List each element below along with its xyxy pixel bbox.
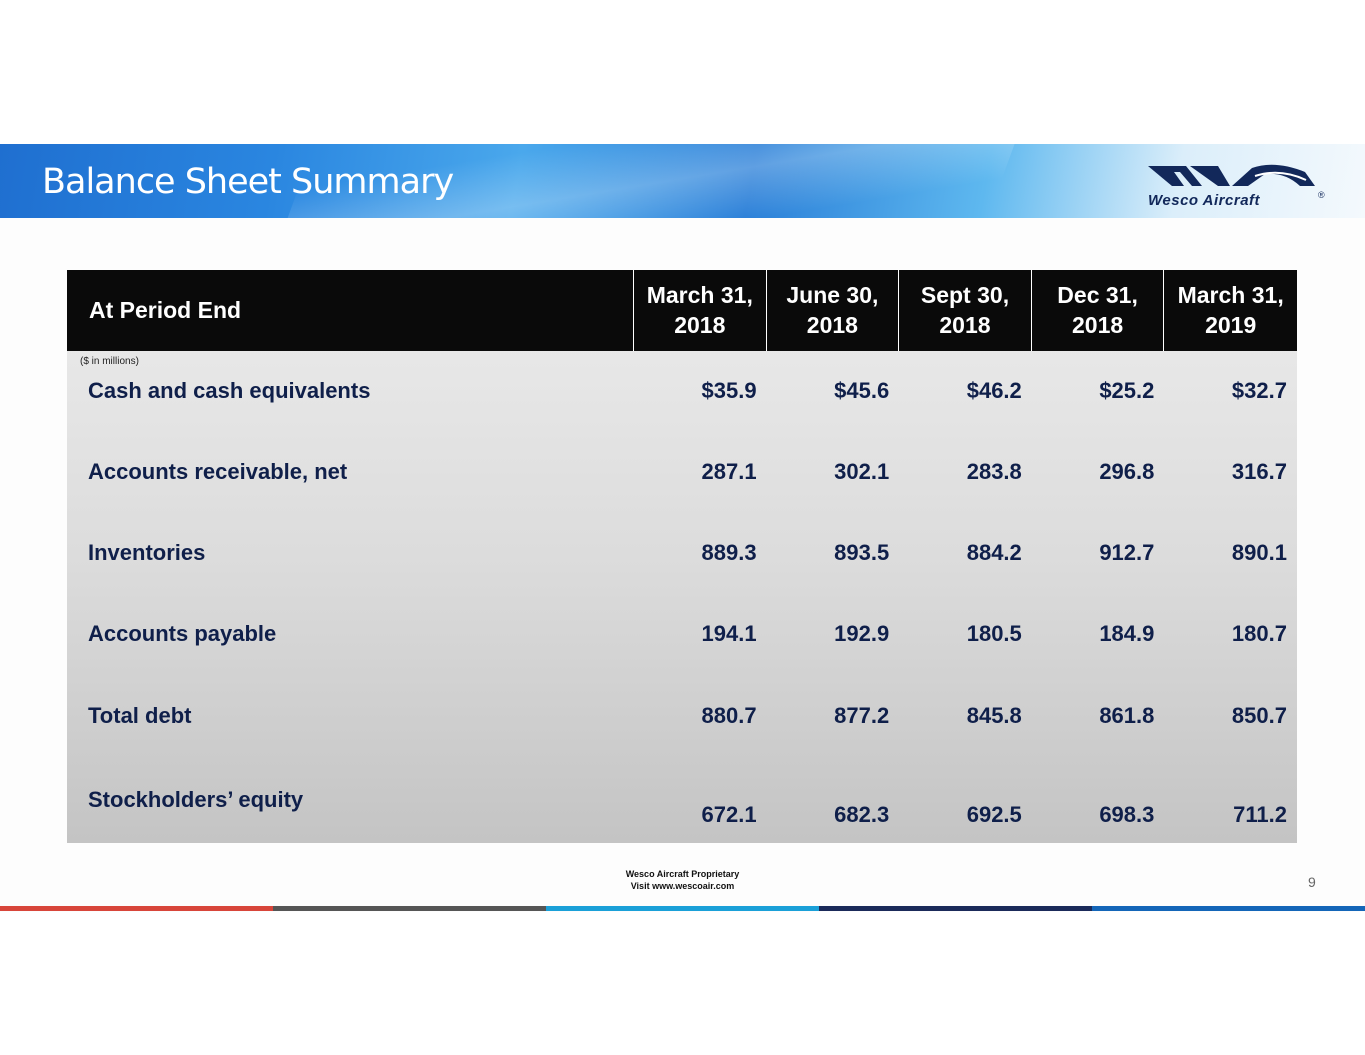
- corner-label: At Period End: [67, 270, 634, 351]
- cell-value: 890.1: [1231, 540, 1287, 565]
- column-header-line2: 2018: [1071, 312, 1124, 338]
- column-header: June 30, 2018: [766, 270, 900, 351]
- page-title: Balance Sheet Summary: [42, 162, 454, 202]
- cell-value: 893.5: [834, 540, 890, 565]
- row-label: Cash and cash equivalents: [88, 378, 371, 403]
- row-label: Accounts receivable, net: [88, 459, 348, 484]
- table-row: Total debt 880.7 877.2 845.8 861.8 850.7: [67, 703, 1297, 733]
- cell-value: 912.7: [1099, 540, 1155, 565]
- table-row: Cash and cash equivalents $35.9 $45.6 $4…: [67, 378, 1297, 408]
- cell-value: $32.7: [1231, 378, 1287, 403]
- cell-value: 283.8: [966, 459, 1022, 484]
- bar-segment: [273, 906, 546, 911]
- registered-mark: ®: [1318, 190, 1325, 200]
- cell-value: 184.9: [1099, 621, 1155, 646]
- cell-value: 698.3: [1099, 802, 1155, 827]
- balance-sheet-table: At Period End March 31, 2018 June 30, 20…: [67, 270, 1297, 843]
- row-label-text: Stockholders’ equity: [88, 787, 304, 812]
- column-header: Dec 31, 2018: [1031, 270, 1165, 351]
- footer-color-bar: [0, 906, 1365, 911]
- row-label: Inventories: [88, 540, 206, 565]
- cell-value: $46.2: [966, 378, 1022, 403]
- column-header-line1: Dec 31,: [1057, 282, 1138, 308]
- cell-value: 884.2: [966, 540, 1022, 565]
- page-number: 9: [1308, 874, 1316, 890]
- cell-value: 889.3: [701, 540, 757, 565]
- cell-value: 296.8: [1099, 459, 1155, 484]
- column-header: Sept 30, 2018: [899, 270, 1032, 351]
- table-row: Inventories 889.3 893.5 884.2 912.7 890.…: [67, 540, 1297, 570]
- cell-value: 194.1: [701, 621, 757, 646]
- column-header-line2: 2018: [674, 312, 726, 338]
- cell-value: 861.8: [1099, 703, 1155, 728]
- cell-value: 192.9: [834, 621, 890, 646]
- cell-value: 302.1: [834, 459, 890, 484]
- logo-text: Wesco Aircraft: [1148, 192, 1261, 209]
- column-header: March 31, 2018: [634, 270, 767, 351]
- table-row: Stockholders’ equity 672.1 682.3 692.5 6…: [67, 787, 1297, 832]
- cell-value: 672.1: [701, 802, 757, 827]
- cell-value: 682.3: [834, 802, 890, 827]
- cell-value: $45.6: [834, 378, 890, 403]
- row-label: Total debt: [88, 703, 192, 728]
- cell-value: 880.7: [701, 703, 757, 728]
- cell-value: 287.1: [701, 459, 757, 484]
- wesco-aircraft-logo: Wesco Aircraft ®: [1140, 162, 1330, 210]
- table-header: At Period End March 31, 2018 June 30, 20…: [67, 270, 1297, 351]
- row-label: Stockholders’ equity: [67, 787, 634, 828]
- cell-value: 877.2: [834, 703, 890, 728]
- bar-segment: [819, 906, 1092, 911]
- bar-segment: [546, 906, 819, 911]
- cell-value: 692.5: [966, 802, 1022, 827]
- slide: Balance Sheet Summary Wesco Aircraft ® A…: [0, 144, 1365, 912]
- cell-value: 850.7: [1231, 703, 1287, 728]
- bar-segment: [1092, 906, 1365, 911]
- title-banner: Balance Sheet Summary Wesco Aircraft ®: [0, 144, 1365, 218]
- cell-value: 316.7: [1231, 459, 1287, 484]
- column-header: March 31, 2019: [1164, 270, 1297, 351]
- footer-website: Visit www.wescoair.com: [630, 881, 735, 891]
- cell-value: 180.7: [1231, 621, 1287, 646]
- column-header-line2: 2019: [1205, 312, 1257, 338]
- cell-value: 711.2: [1233, 802, 1287, 827]
- column-header-line1: June 30,: [786, 282, 879, 308]
- cell-value: $35.9: [701, 378, 757, 403]
- table-row: Accounts receivable, net 287.1 302.1 283…: [67, 459, 1297, 489]
- units-note: ($ in millions): [80, 356, 139, 367]
- logo-mark-icon: [1148, 164, 1315, 186]
- row-label: Accounts payable: [88, 621, 277, 646]
- column-header-line1: March 31,: [646, 282, 753, 308]
- footer-proprietary: Wesco Aircraft Proprietary: [625, 869, 740, 879]
- bar-segment: [0, 906, 273, 911]
- column-header-line1: March 31,: [1177, 282, 1284, 308]
- cell-value: $25.2: [1099, 378, 1155, 403]
- table-row: Accounts payable 194.1 192.9 180.5 184.9…: [67, 621, 1297, 651]
- column-header-line2: 2018: [939, 312, 991, 338]
- column-header-line2: 2018: [806, 312, 858, 338]
- cell-value: 845.8: [966, 703, 1022, 728]
- cell-value: 180.5: [966, 621, 1022, 646]
- column-header-line1: Sept 30,: [920, 282, 1010, 308]
